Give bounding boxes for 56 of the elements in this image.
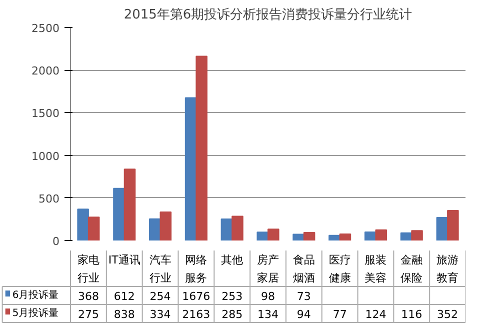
bar [292, 234, 304, 240]
legend-label: 6月投诉量 [12, 289, 59, 301]
data-label: 838 [114, 308, 135, 321]
bar [196, 56, 208, 240]
x-tick-label: 网络服务 [185, 254, 208, 285]
data-label: 275 [78, 308, 99, 321]
bar [88, 216, 100, 240]
bar [339, 233, 352, 240]
data-label: 352 [437, 308, 458, 321]
bar [160, 212, 172, 240]
data-label: 73 [296, 290, 311, 303]
data-label: 77 [332, 308, 347, 321]
data-label: 94 [296, 308, 311, 321]
bar [375, 229, 387, 240]
bar [303, 232, 316, 240]
x-tick-label: 其他 [221, 254, 244, 266]
bar [232, 216, 244, 240]
bar [149, 218, 161, 240]
bar [268, 228, 280, 240]
data-label: 253 [222, 290, 243, 303]
x-tick-label: 金融保险 [400, 254, 423, 285]
data-label: 2163 [182, 308, 210, 321]
x-tick-label: IT通讯 [108, 254, 140, 266]
y-tick-label: 0 [52, 235, 60, 248]
bar [113, 188, 125, 240]
bar [77, 208, 89, 240]
x-tick-label: 旅游教育 [436, 254, 459, 285]
y-tick-label: 2500 [32, 22, 60, 35]
y-tick-label: 1000 [32, 150, 60, 163]
data-label: 124 [365, 308, 386, 321]
y-tick-label: 2000 [32, 64, 60, 78]
data-label: 254 [150, 290, 171, 303]
bar [124, 168, 136, 240]
data-label: 98 [261, 290, 275, 303]
y-tick-label: 1500 [32, 107, 60, 120]
chart-title: 2015年第6期投诉分析报告消费投诉量分行业统计 [124, 8, 412, 22]
bar [447, 210, 459, 240]
data-label: 134 [258, 308, 278, 321]
bar [364, 231, 376, 240]
data-label: 368 [78, 290, 99, 303]
x-tick-label: 医疗健康 [328, 254, 351, 285]
legend-label: 5月投诉量 [12, 307, 59, 319]
x-tick-label: 房产家居 [257, 254, 279, 285]
x-tick-label: 汽车行业 [149, 254, 172, 285]
bar [328, 234, 340, 240]
data-label: 334 [150, 308, 171, 321]
bar [411, 230, 423, 240]
data-label: 116 [401, 308, 422, 321]
y-tick-label: 500 [38, 192, 60, 206]
bar [256, 232, 268, 240]
data-label: 612 [114, 290, 135, 303]
x-tick-label: 食品烟酒 [292, 254, 315, 285]
data-label: 1676 [182, 290, 210, 303]
x-tick-label: 服装美容 [364, 254, 387, 285]
data-label: 285 [222, 308, 243, 321]
x-tick-label: 家电行业 [77, 254, 100, 285]
